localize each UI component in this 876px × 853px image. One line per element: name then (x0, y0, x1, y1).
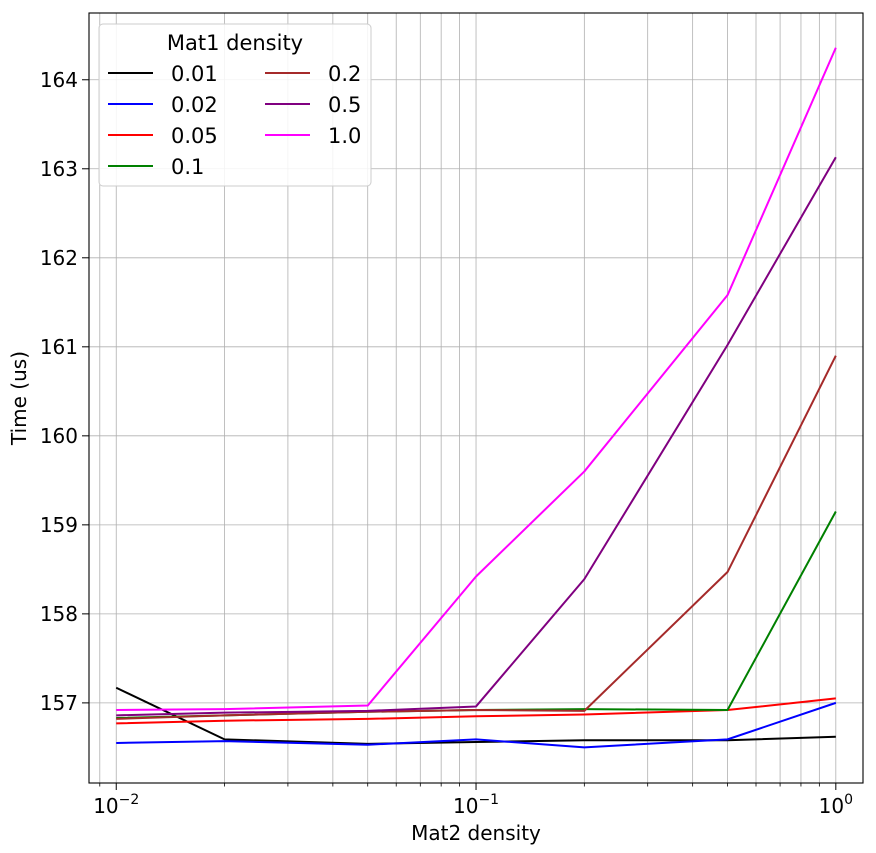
legend-label: 0.1 (171, 155, 204, 179)
y-tick-label: 159 (40, 513, 78, 537)
y-tick-label: 164 (40, 68, 78, 92)
y-tick-label: 158 (40, 602, 78, 626)
x-tick-label: 10−1 (453, 792, 499, 818)
legend-box (98, 23, 372, 187)
series-line-0.5 (116, 156, 837, 717)
series-lines (115, 47, 837, 749)
legend-label: 1.0 (328, 124, 361, 148)
x-tick-label: 10−2 (93, 792, 139, 818)
x-tick-labels: 10−2 10−1 100 (93, 792, 853, 818)
x-axis-label: Mat2 density (411, 821, 541, 845)
y-tick-label: 162 (40, 246, 78, 270)
axis-ticks (82, 79, 837, 790)
legend-label: 0.05 (171, 124, 218, 148)
legend-items: 0.01 0.02 0.05 0.1 0.2 0.5 1.0 (108, 62, 361, 179)
y-tick-label: 157 (40, 691, 78, 715)
legend-label: 0.2 (328, 62, 361, 86)
legend-label: 0.02 (171, 93, 218, 117)
series-line-0.2 (116, 355, 837, 720)
y-tick-label: 163 (40, 157, 78, 181)
series-line-0.02 (116, 701, 837, 749)
series-line-1.0 (116, 47, 837, 712)
x-tick-label: 100 (819, 792, 853, 818)
legend: Mat1 density 0.01 0.02 0.05 0.1 0.2 0.5 1.0 (98, 23, 372, 187)
legend-label: 0.01 (171, 62, 218, 86)
y-tick-labels: 157 158 159 160 161 162 163 164 (40, 68, 78, 715)
legend-label: 0.5 (328, 93, 361, 117)
y-tick-label: 160 (40, 424, 78, 448)
legend-title: Mat1 density (167, 31, 303, 55)
y-tick-label: 161 (40, 335, 78, 359)
y-axis-label: Time (us) (7, 351, 31, 446)
